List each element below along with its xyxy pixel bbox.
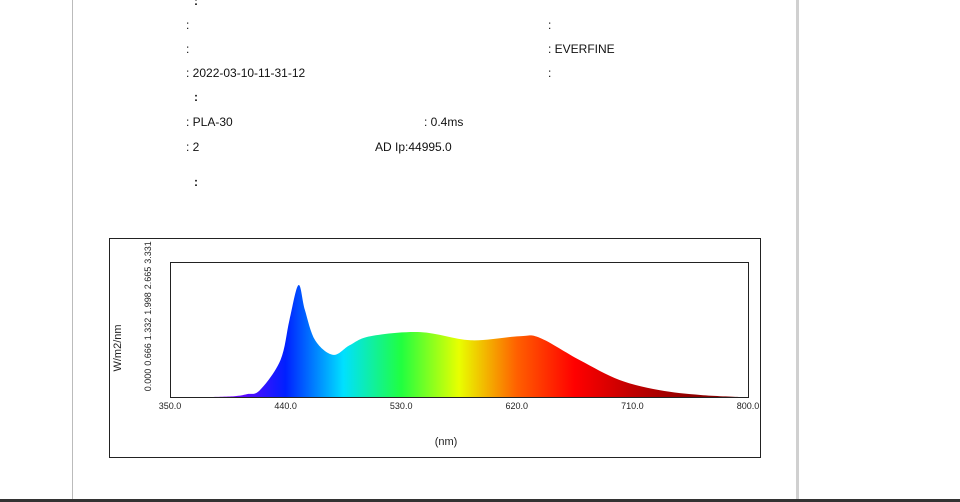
x-axis-label: (nm) xyxy=(435,436,458,448)
field: : PLA-30 xyxy=(186,115,233,129)
page-edge xyxy=(796,0,799,502)
x-tick-label: 800.0 xyxy=(737,401,760,411)
y-tick-label: 3.331 xyxy=(143,241,153,264)
field: : 0.4ms xyxy=(424,115,464,129)
x-tick-label: 350.0 xyxy=(159,401,182,411)
page-edge xyxy=(72,0,73,502)
page-edge xyxy=(0,499,960,502)
y-tick-label: 2.665 xyxy=(143,267,153,290)
field: : xyxy=(548,18,552,32)
x-tick-label: 440.0 xyxy=(274,401,297,411)
y-tick-label: 1.332 xyxy=(143,318,153,341)
field: : xyxy=(548,66,552,80)
field: : xyxy=(194,90,198,104)
field: : xyxy=(194,0,198,8)
chart-frame xyxy=(109,238,761,458)
field: AD Ip:44995.0 xyxy=(375,140,452,154)
spectrum-area xyxy=(208,285,741,397)
y-tick-label: 0.000 xyxy=(143,369,153,392)
x-tick-label: 530.0 xyxy=(390,401,413,411)
field: : xyxy=(186,42,190,56)
y-tick-label: 0.666 xyxy=(143,343,153,366)
x-tick-label: 620.0 xyxy=(506,401,529,411)
field: : 2022-03-10-11-31-12 xyxy=(186,66,306,80)
plot-frame xyxy=(170,262,749,398)
y-tick-label: 1.998 xyxy=(143,292,153,315)
x-tick-label: 710.0 xyxy=(621,401,644,411)
field: : xyxy=(186,18,190,32)
y-axis-label: W/m2/nm xyxy=(112,324,124,371)
field: : 2 xyxy=(186,140,200,154)
field: : xyxy=(194,175,198,189)
field: : EVERFINE xyxy=(548,42,615,56)
